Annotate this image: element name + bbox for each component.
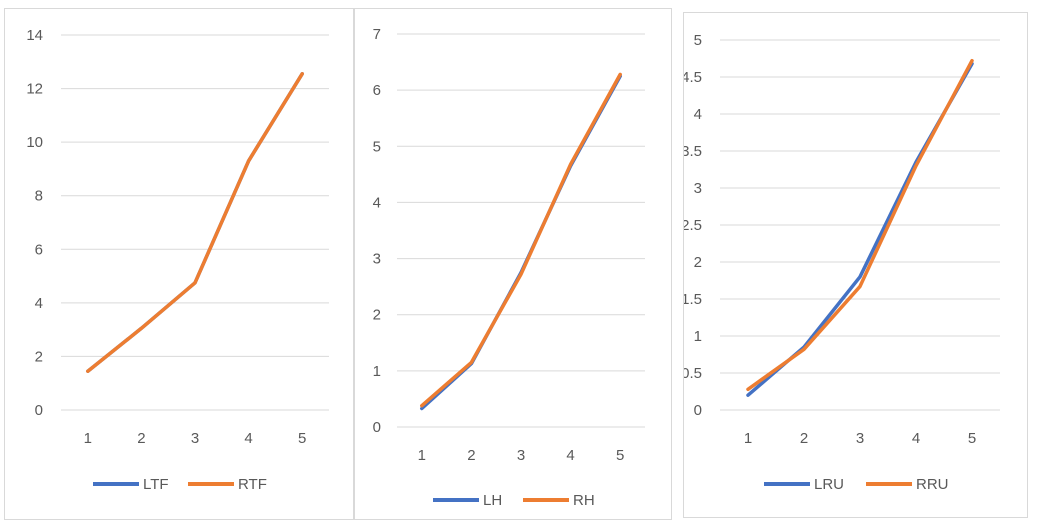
x-tick-label: 5 xyxy=(616,447,624,464)
y-tick-label: 3 xyxy=(373,251,381,268)
y-tick-label: 4 xyxy=(373,194,381,211)
y-tick-label: 4.5 xyxy=(684,69,702,86)
chart-panel-lru-rru: 0 0.5 1 1.5 2 2.5 3 3.5 4 4.5 5 1 2 3 4 5 LRU RRU xyxy=(683,12,1028,518)
chart-panel-ltf-rtf: 0 2 4 6 8 10 12 14 1 2 3 4 5 LTF RTF xyxy=(4,8,354,520)
legend-label: RTF xyxy=(238,476,267,493)
x-tick-label: 1 xyxy=(744,430,752,447)
y-tick-label: 8 xyxy=(35,188,43,205)
y-tick-label: 4 xyxy=(694,106,702,123)
y-tick-label: 1 xyxy=(373,363,381,380)
legend-label: LRU xyxy=(814,476,844,493)
x-tick-label: 4 xyxy=(566,447,574,464)
series-line-ltf xyxy=(86,72,304,373)
series-line-rh xyxy=(420,72,622,408)
line-chart-lru-rru: 0 0.5 1 1.5 2 2.5 3 3.5 4 4.5 5 1 2 3 4 5 LRU RRU xyxy=(684,32,1000,493)
legend-label: RH xyxy=(573,492,595,509)
y-tick-label: 0.5 xyxy=(684,365,702,382)
x-tick-label: 2 xyxy=(800,430,808,447)
y-tick-label: 3.5 xyxy=(684,143,702,160)
y-tick-label: 2.5 xyxy=(684,217,702,234)
y-tick-label: 5 xyxy=(373,138,381,155)
y-tick-label: 0 xyxy=(35,402,43,419)
series-line-rtf xyxy=(86,72,304,373)
y-tick-label: 14 xyxy=(26,27,43,44)
y-tick-label: 12 xyxy=(26,81,43,98)
chart-panel-lh-rh: 0 1 2 3 4 5 6 7 1 2 3 4 5 LH RH xyxy=(354,8,672,520)
y-tick-label: 5 xyxy=(694,32,702,49)
x-tick-label: 1 xyxy=(84,430,92,447)
y-tick-label: 2 xyxy=(373,307,381,324)
x-tick-label: 5 xyxy=(968,430,976,447)
x-tick-label: 1 xyxy=(418,447,426,464)
legend-label: RRU xyxy=(916,476,949,493)
y-tick-label: 2 xyxy=(694,254,702,271)
y-tick-label: 6 xyxy=(35,241,43,258)
legend-label: LTF xyxy=(143,476,169,493)
y-tick-label: 1.5 xyxy=(684,291,702,308)
x-tick-label: 3 xyxy=(191,430,199,447)
x-tick-label: 4 xyxy=(912,430,920,447)
y-tick-label: 3 xyxy=(694,180,702,197)
x-tick-label: 4 xyxy=(244,430,252,447)
y-tick-label: 6 xyxy=(373,82,381,99)
x-tick-label: 3 xyxy=(856,430,864,447)
y-tick-label: 10 xyxy=(26,134,43,151)
y-tick-label: 2 xyxy=(35,348,43,365)
y-tick-label: 1 xyxy=(694,328,702,345)
x-tick-label: 2 xyxy=(467,447,475,464)
series-line-rru xyxy=(746,58,974,392)
x-tick-label: 3 xyxy=(517,447,525,464)
y-tick-label: 0 xyxy=(373,419,381,436)
series-line-lru xyxy=(746,61,974,397)
x-tick-label: 2 xyxy=(137,430,145,447)
y-tick-label: 0 xyxy=(694,402,702,419)
x-tick-label: 5 xyxy=(298,430,306,447)
y-tick-label: 7 xyxy=(373,26,381,43)
legend-label: LH xyxy=(483,492,502,509)
line-chart-lh-rh: 0 1 2 3 4 5 6 7 1 2 3 4 5 LH RH xyxy=(373,26,645,509)
y-tick-label: 4 xyxy=(35,295,43,312)
